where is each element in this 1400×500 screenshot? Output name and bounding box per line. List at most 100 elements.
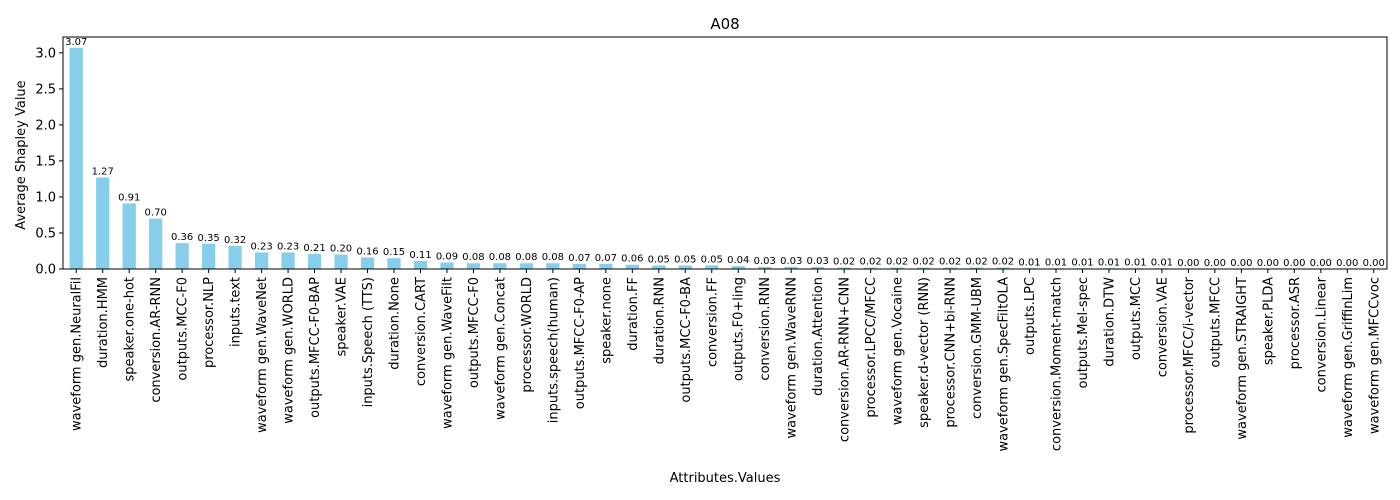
x-tick-label: speaker.PLDA	[1261, 277, 1276, 365]
bar-value-label: 0.08	[542, 252, 564, 263]
bar	[466, 263, 481, 269]
x-tick-label: conversion.AR-RNN	[149, 277, 164, 403]
bar-value-label: 0.01	[1098, 257, 1120, 268]
bar-value-label: 0.15	[383, 247, 405, 258]
x-tick-label: processor.CNN+bi-RNN	[944, 277, 959, 428]
bar-value-label: 3.07	[65, 37, 87, 48]
x-tick-label: waveform gen.WaveNet	[255, 277, 270, 433]
bar	[811, 266, 825, 269]
bar-value-label: 0.02	[833, 257, 855, 268]
bar-value-label: 0.08	[515, 252, 537, 263]
bar-value-label: 0.00	[1310, 258, 1332, 269]
bar-value-label: 0.03	[754, 256, 776, 267]
x-tick-label: conversion.CART	[414, 277, 429, 386]
bar-value-label: 0.00	[1177, 258, 1199, 269]
x-tick-label: inputs.speech(human)	[546, 277, 561, 423]
x-tick-label: waveform gen.STRAIGHT	[1235, 277, 1250, 440]
x-tick-label: waveform gen.Vocaine	[891, 277, 906, 425]
x-tick-label: outputs.Mel-spec	[1076, 277, 1091, 388]
bar	[122, 203, 136, 269]
y-tick-label: 0.0	[35, 263, 56, 278]
bar-value-label: 0.70	[145, 208, 167, 219]
bar	[360, 257, 375, 269]
bar-value-label: 0.01	[1045, 257, 1067, 268]
y-axis-title: Average Shapley Value	[14, 80, 29, 229]
x-tick-label: waveform gen.WaveFilt	[440, 277, 455, 429]
bar-value-label: 0.00	[1257, 258, 1279, 269]
bar	[387, 258, 401, 269]
bar-value-label: 0.01	[1071, 257, 1093, 268]
x-tick-label: processor.ASR	[1288, 277, 1303, 369]
plot-frame	[62, 36, 1388, 270]
x-tick-label: outputs.MCC-F0-BA	[679, 277, 694, 403]
bar	[784, 266, 798, 269]
bar-value-label: 0.05	[701, 254, 723, 265]
bar	[916, 267, 931, 269]
bar	[572, 263, 586, 269]
x-tick-label: conversion.VAE	[1155, 277, 1170, 377]
x-tick-label: conversion.Linear	[1314, 276, 1329, 392]
x-tick-label: outputs.MFCC-F0-AP	[573, 277, 588, 409]
bar	[705, 265, 719, 269]
x-tick-label: duration.HMM	[96, 277, 111, 368]
x-tick-label: inputs.text	[229, 277, 244, 347]
bar-value-label: 0.01	[1124, 257, 1146, 268]
x-tick-label: speaker.VAE	[335, 277, 350, 357]
x-tick-label: speaker.none	[599, 277, 614, 364]
x-tick-label: speaker.one-hot	[123, 277, 138, 382]
y-tick-label: 3.0	[35, 46, 56, 61]
bar	[281, 252, 295, 269]
bar	[149, 218, 163, 269]
bar	[440, 262, 454, 269]
x-tick-label: waveform gen.SpecFiltOLA	[997, 277, 1012, 452]
bar	[731, 266, 745, 269]
bar-value-label: 0.23	[277, 241, 299, 252]
x-tick-label: outputs.F0+ling	[732, 277, 747, 381]
x-tick-label: processor.MFCC/i-vector	[1182, 276, 1197, 433]
bar	[864, 267, 878, 269]
bar	[493, 263, 507, 269]
bar	[758, 266, 772, 269]
bar	[837, 267, 851, 269]
x-tick-label: duration.None	[388, 277, 403, 370]
y-tick-label: 1.0	[35, 190, 56, 205]
bar-value-label: 0.36	[171, 232, 193, 243]
x-tick-label: waveform gen.Concat	[493, 277, 508, 420]
bar-value-label: 0.02	[860, 257, 882, 268]
bar	[69, 47, 83, 270]
bar	[652, 265, 666, 269]
x-tick-label: duration.DTW	[1102, 277, 1117, 367]
x-tick-label: outputs.LPC	[1023, 277, 1038, 355]
bar	[202, 243, 216, 269]
bar-value-label: 0.32	[224, 235, 246, 246]
bar-value-label: 1.27	[92, 166, 114, 177]
bar	[254, 252, 269, 269]
bar-value-label: 0.91	[118, 192, 140, 203]
x-tick-label: conversion.FF	[705, 277, 720, 367]
x-axis: waveform gen.NeuralFil duration.HMM speake…	[70, 269, 1382, 452]
x-tick-label: duration.FF	[626, 277, 641, 351]
x-tick-label: outputs.MFCC-F0	[467, 277, 482, 388]
bar-value-label: 0.03	[780, 256, 802, 267]
x-tick-label: outputs.MFCC-F0-BAP	[308, 277, 323, 418]
x-tick-label: processor.LPCC/MFCC	[864, 277, 879, 418]
bar-value-label: 0.04	[727, 255, 749, 266]
y-tick-label: 2.5	[35, 82, 56, 97]
bar-value-label: 0.00	[1204, 258, 1226, 269]
bar-value-label: 0.05	[674, 254, 696, 265]
bar-value-label: 0.09	[436, 252, 458, 263]
bar-value-label: 0.08	[462, 252, 484, 263]
bar	[969, 267, 984, 269]
x-tick-label: waveform gen.MFCCvoc	[1367, 277, 1382, 434]
bar-value-label: 0.08	[489, 252, 511, 263]
bar-value-label: 0.02	[992, 257, 1014, 268]
y-axis: 0.0 0.5 1.0 1.5 2.0 2.5 3.0	[35, 46, 63, 278]
chart-title: A08	[710, 15, 739, 33]
bar	[943, 267, 957, 269]
bar	[996, 267, 1010, 269]
bar	[96, 177, 110, 269]
bar-value-label: 0.02	[939, 257, 961, 268]
bar-value-label: 0.00	[1336, 258, 1358, 269]
bar	[519, 263, 534, 269]
